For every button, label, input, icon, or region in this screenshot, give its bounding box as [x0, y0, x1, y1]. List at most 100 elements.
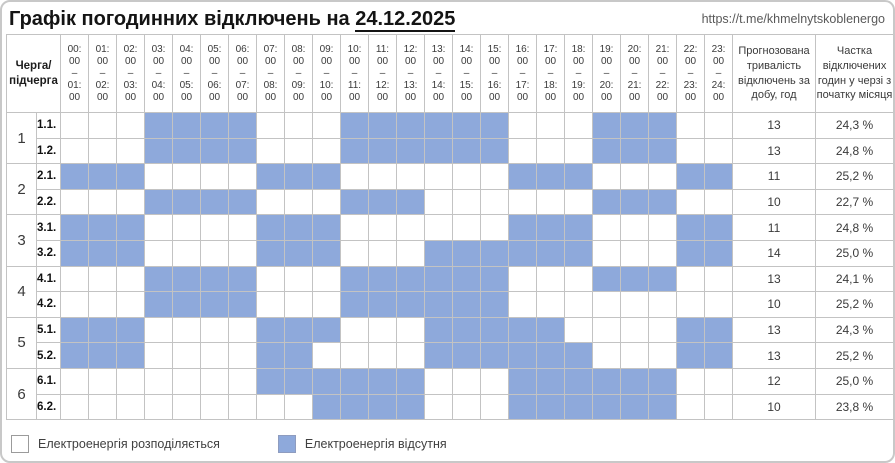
outage-cell — [396, 137, 426, 165]
outage-cell — [648, 367, 678, 395]
outage-cell — [312, 214, 342, 241]
duration-value: 10 — [732, 188, 817, 216]
hour-column-header: 13: 00–14: 00 — [424, 34, 454, 113]
power-cell — [368, 214, 398, 241]
outage-cell — [480, 112, 510, 139]
share-value: 24,8 % — [815, 137, 893, 165]
power-cell — [116, 188, 146, 216]
hour-column-header: 06: 00–07: 00 — [228, 34, 258, 113]
power-cell — [116, 137, 146, 165]
power-cell — [676, 112, 706, 139]
schedule-row: 1.2. 13 24,8 % — [7, 137, 893, 165]
outage-cell — [116, 163, 146, 190]
outage-cell — [676, 342, 706, 369]
power-cell — [256, 188, 286, 216]
power-cell — [116, 265, 146, 293]
outage-cell — [620, 188, 650, 216]
power-cell — [564, 188, 594, 216]
share-value: 24,3 % — [815, 316, 893, 344]
power-cell — [256, 112, 286, 139]
outage-cell — [368, 291, 398, 318]
power-cell — [172, 163, 202, 190]
power-cell — [676, 137, 706, 165]
outage-cell — [592, 137, 622, 165]
outage-cell — [256, 316, 286, 344]
outage-cell — [508, 342, 538, 369]
outage-cell — [480, 316, 510, 344]
subqueue-label: 5.2. — [35, 342, 62, 369]
outage-cell — [256, 342, 286, 369]
outage-cell — [228, 112, 258, 139]
share-value: 25,2 % — [815, 291, 893, 318]
power-cell — [88, 265, 118, 293]
subqueue-label: 3.2. — [35, 239, 62, 267]
outage-cell — [312, 316, 342, 344]
hour-column-header: 04: 00–05: 00 — [172, 34, 202, 113]
power-cell — [60, 393, 90, 421]
power-cell — [452, 393, 482, 421]
power-cell — [592, 163, 622, 190]
duration-column-header: Прогнозована тривалість відключень за до… — [732, 34, 817, 113]
outage-cell — [648, 137, 678, 165]
outage-cell — [340, 137, 370, 165]
duration-value: 11 — [732, 163, 817, 190]
hour-column-header: 07: 00–08: 00 — [256, 34, 286, 113]
outage-cell — [536, 214, 566, 241]
power-cell — [284, 137, 314, 165]
power-cell — [284, 112, 314, 139]
outage-cell — [144, 265, 174, 293]
power-cell — [60, 265, 90, 293]
power-cell — [536, 291, 566, 318]
power-cell — [340, 163, 370, 190]
outage-cell — [312, 393, 342, 421]
power-cell — [60, 367, 90, 395]
outage-cell — [592, 367, 622, 395]
power-cell — [480, 393, 510, 421]
telegram-channel-link[interactable]: https://t.me/khmelnytskoblenergo — [701, 12, 885, 26]
outage-cell — [480, 342, 510, 369]
share-value: 22,7 % — [815, 188, 893, 216]
outage-cell — [424, 291, 454, 318]
power-cell — [228, 393, 258, 421]
power-cell — [676, 265, 706, 293]
schedule-row: 6 6.1. 12 25,0 % — [6, 367, 893, 421]
outage-cell — [620, 112, 650, 139]
hour-column-header: 14: 00–15: 00 — [452, 34, 482, 113]
outage-cell — [424, 137, 454, 165]
outage-cell — [116, 342, 146, 369]
power-cell — [620, 163, 650, 190]
outage-cell — [368, 112, 398, 139]
power-cell — [312, 291, 342, 318]
outage-cell — [452, 316, 482, 344]
power-cell — [480, 163, 510, 190]
share-value: 24,8 % — [815, 214, 893, 241]
outage-cell — [312, 239, 342, 267]
power-cell — [704, 393, 734, 421]
power-cell — [144, 163, 174, 190]
outage-cell — [424, 112, 454, 139]
queue-number: 2 — [6, 163, 37, 216]
power-cell — [60, 291, 90, 318]
power-cell — [340, 316, 370, 344]
outage-cell — [564, 393, 594, 421]
outage-cell — [312, 163, 342, 190]
power-cell — [172, 316, 202, 344]
queue-column-header: Черга/підчерга — [5, 34, 62, 113]
outage-cell — [396, 265, 426, 293]
power-cell — [256, 393, 286, 421]
power-cell — [88, 188, 118, 216]
outage-cell — [340, 291, 370, 318]
power-cell — [536, 137, 566, 165]
outage-cell — [620, 367, 650, 395]
power-cell — [200, 342, 230, 369]
power-cell — [200, 393, 230, 421]
outage-cell — [564, 239, 594, 267]
outage-cell — [256, 163, 286, 190]
outage-cell — [284, 214, 314, 241]
outage-cell — [424, 239, 454, 267]
outage-cell — [200, 137, 230, 165]
subqueue-label: 4.2. — [35, 291, 62, 318]
outage-cell — [648, 265, 678, 293]
power-cell — [564, 291, 594, 318]
power-cell — [480, 367, 510, 395]
